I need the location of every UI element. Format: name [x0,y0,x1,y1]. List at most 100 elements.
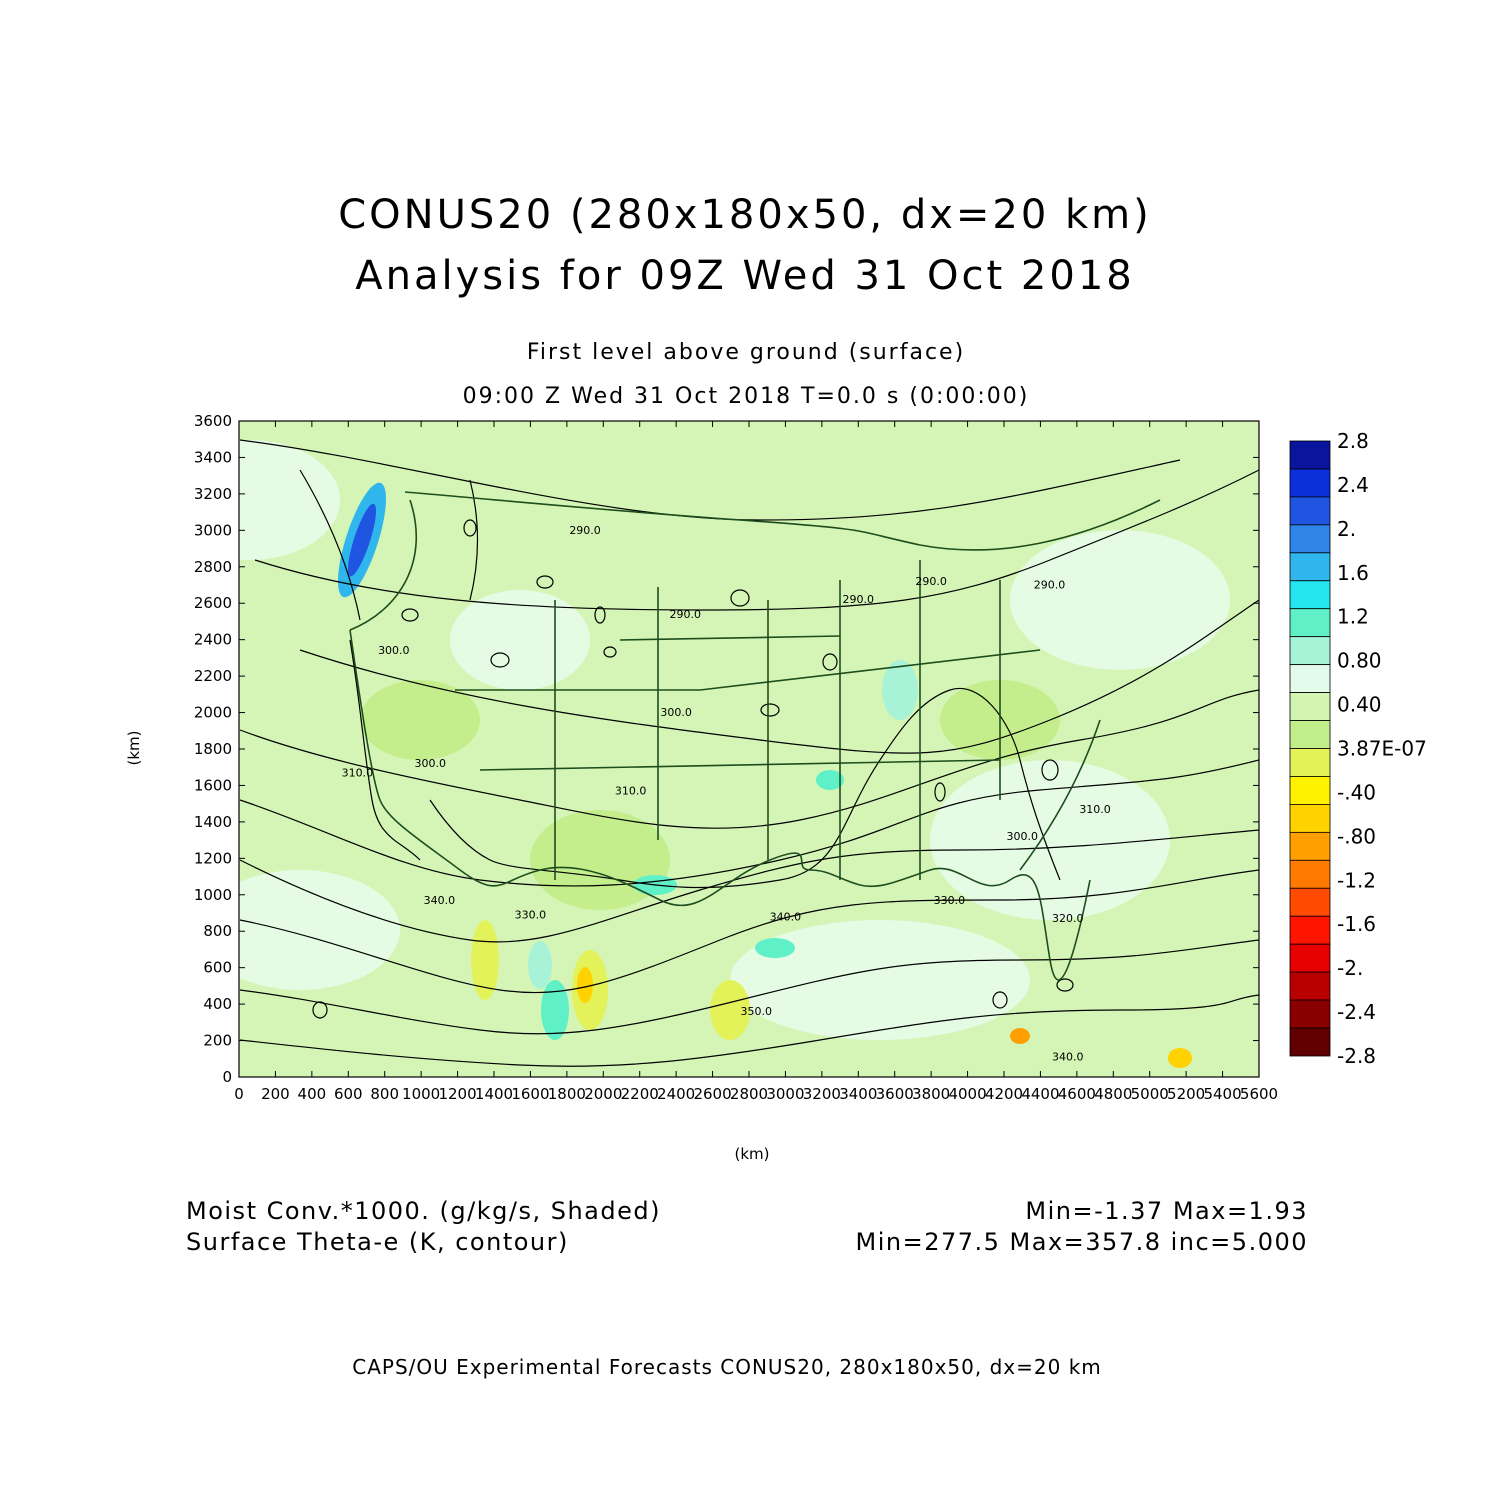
contour-label: 340.0 [770,910,802,923]
colorbar-swatch [1289,664,1331,693]
shaded-field [239,421,1259,1077]
x-tick-label: 2200 [621,1085,659,1103]
theta-e-contour [429,759,881,889]
colorbar-label: 2.8 [1337,429,1369,453]
shaded-field-label: Moist Conv.*1000. (g/kg/s, Shaded) [186,1197,661,1225]
field-patch [1168,1048,1192,1068]
y-axis-label: (km) [125,730,143,765]
theta-e-contour-loop [594,606,606,624]
x-tick-label: 3800 [912,1085,950,1103]
contour-field-stats: Min=277.5 Max=357.8 inc=5.000 [855,1228,1308,1256]
field-patch [1010,1028,1030,1044]
theta-e-contour-loop [401,608,419,622]
x-tick-label: 5600 [1240,1085,1278,1103]
field-patch [755,938,795,958]
x-tick-label: 3000 [766,1085,804,1103]
colorbar-label: 2. [1337,517,1356,541]
y-tick-label: 1400 [194,813,232,831]
colorbar-swatch [1289,859,1331,889]
colorbar: 2.8 2.4 2. 1.6 1.2 0.80 0.40 3.87E-07 -.40 -.80 -1… [1289,429,1427,1068]
theta-e-contour [239,759,1259,887]
colorbar-label: -1.6 [1337,912,1376,936]
shaded-field-stats: Min=-1.37 Max=1.93 [1025,1197,1308,1225]
colorbar-swatch [1289,831,1331,861]
x-tick-label: 5000 [1131,1085,1169,1103]
contour-label: 320.0 [1052,912,1084,925]
theta-e-contour-loop [603,646,617,658]
footer-credit: CAPS/OU Experimental Forecasts CONUS20, … [352,1355,1102,1379]
colorbar-label: -.40 [1337,780,1376,804]
x-tick-label: 200 [261,1085,290,1103]
theta-e-contour [239,939,1259,1035]
theta-e-contour-loop [1056,978,1074,992]
political-borders [349,491,1161,981]
colorbar-swatch [1289,580,1331,610]
contour-label: 340.0 [424,894,456,907]
y-tick-label: 1600 [194,776,232,794]
y-tick-label: 2000 [194,704,232,722]
colorbar-label: -.80 [1337,824,1376,848]
colorbar-swatch [1289,748,1331,777]
y-tick-label: 2400 [194,631,232,649]
colorbar-swatch [1289,608,1331,638]
contour-label: 340.0 [1052,1051,1084,1064]
colorbar-swatch [1289,496,1331,526]
theta-e-contour [239,869,1259,994]
theta-e-contour [299,599,1259,754]
field-patch [730,920,1030,1040]
colorbar-swatch [1289,804,1331,833]
time-subtitle: 09:00 Z Wed 31 Oct 2018 T=0.0 s (0:00:00… [462,384,1030,409]
theta-e-contour [254,469,1259,611]
colorbar-label: -2.4 [1337,1000,1376,1024]
contour-label: 310.0 [615,785,647,798]
contour-label: 330.0 [934,894,966,907]
colorbar-swatch [1289,720,1331,749]
contour-label: 300.0 [1006,830,1038,843]
theta-e-contour-loop [536,575,554,589]
contour-label: 290.0 [1034,579,1066,592]
x-tick-label: 3200 [803,1085,841,1103]
x-axis: 0 200 400 600 800 100012001400160018002000220… [234,421,1278,1103]
colorbar-swatch [1289,692,1331,721]
x-tick-label: 5400 [1203,1085,1241,1103]
y-tick-label: 2200 [194,667,232,685]
field-patch [710,980,750,1040]
colorbar-label: 1.2 [1337,605,1369,629]
contour-label: 290.0 [569,524,601,537]
contour-labels: 290.0 290.0 290.0 290.0 290.0 300.0 300.0 300.0… [342,524,1111,1064]
contour-label: 350.0 [741,1005,773,1018]
colorbar-swatch [1289,943,1331,973]
field-patch [816,770,844,790]
state-border [479,759,1001,771]
colorbar-swatch [1289,440,1331,470]
contour-label: 310.0 [1079,803,1111,816]
contour-label: 290.0 [843,593,875,606]
colorbar-swatch [1289,524,1331,554]
contour-label: 290.0 [670,608,702,621]
field-patch [541,980,569,1040]
theta-e-contours [239,439,1259,1067]
state-border [1019,719,1101,871]
y-tick-label: 3400 [194,448,232,466]
x-axis-label: (km) [734,1145,769,1163]
x-tick-label: 4000 [948,1085,986,1103]
x-tick-label: 2800 [730,1085,768,1103]
x-tick-label: 1800 [548,1085,586,1103]
contour-label: 300.0 [415,757,447,770]
theta-e-contour-loop [934,782,946,802]
theta-e-contour [879,687,1061,881]
y-tick-label: 800 [203,922,232,940]
x-tick-label: 3600 [876,1085,914,1103]
contour-field-label: Surface Theta-e (K, contour) [186,1228,569,1256]
contour-label: 310.0 [342,766,374,779]
colorbar-label: -1.2 [1337,868,1376,892]
colorbar-label: 0.40 [1337,693,1382,717]
theta-e-contour [239,994,1259,1067]
y-tick-label: 1200 [194,849,232,867]
field-patch [528,941,552,989]
colorbar-label: 2.4 [1337,473,1369,497]
colorbar-swatch [1289,636,1331,666]
colorbar-swatch [1289,915,1331,945]
x-tick-label: 400 [298,1085,327,1103]
theta-e-contour-loop [490,652,510,668]
